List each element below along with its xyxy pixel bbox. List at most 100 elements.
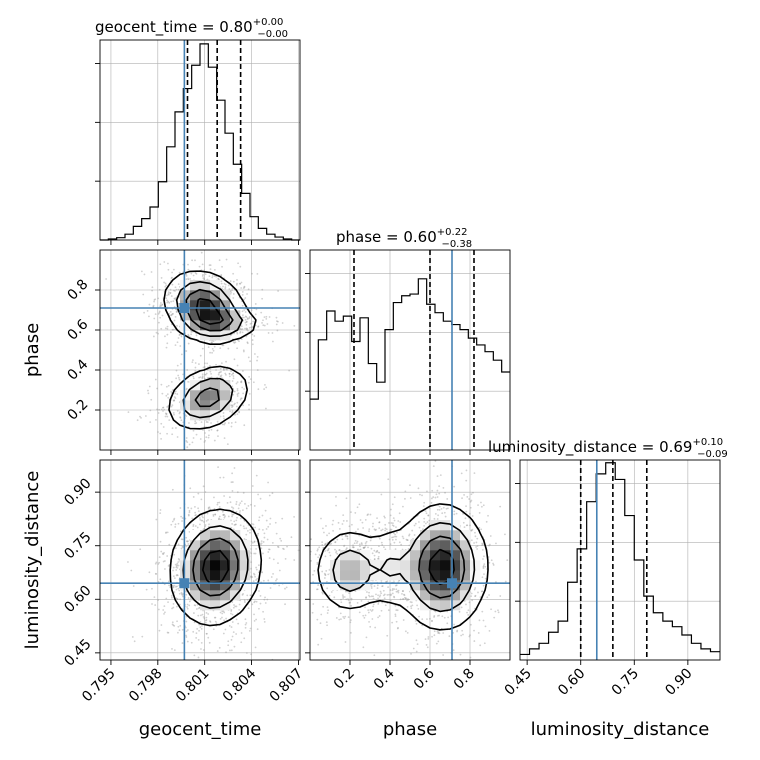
sample-point: [313, 569, 316, 572]
sample-point: [239, 331, 241, 334]
sample-point: [224, 422, 226, 424]
sample-point: [209, 264, 212, 266]
sample-point: [474, 531, 476, 534]
sample-point: [371, 525, 374, 528]
density-cell: [410, 590, 421, 601]
sample-point: [243, 527, 246, 530]
sample-point: [304, 589, 306, 591]
sample-point: [376, 587, 379, 589]
sample-point: [434, 460, 437, 462]
sample-point: [131, 636, 134, 638]
sample-point: [470, 592, 473, 595]
sample-point: [242, 316, 245, 319]
sample-point: [164, 282, 167, 285]
sample-point: [212, 340, 215, 343]
sample-point: [381, 585, 384, 587]
sample-point: [230, 425, 233, 428]
y-tick-label: 0.2: [64, 396, 91, 423]
sample-point: [169, 292, 172, 295]
sample-point: [206, 362, 209, 365]
sample-point: [364, 519, 367, 521]
sample-point: [171, 389, 174, 391]
density-cell: [210, 550, 221, 561]
sample-point: [288, 369, 291, 372]
panel-frame: [99, 39, 301, 241]
sample-point: [220, 280, 223, 283]
sample-point: [230, 612, 232, 615]
density-cell: [430, 560, 441, 571]
sample-point: [157, 297, 160, 300]
sample-point: [362, 646, 365, 649]
sample-point: [471, 515, 474, 517]
sample-point: [233, 604, 235, 606]
sample-point: [260, 542, 263, 545]
sample-point: [247, 381, 250, 384]
sample-point: [251, 343, 254, 346]
sample-point: [169, 331, 172, 334]
sample-point: [208, 641, 211, 644]
sample-point: [252, 580, 255, 582]
sample-point: [261, 322, 263, 324]
density-cell: [190, 560, 201, 571]
sample-point: [348, 592, 350, 595]
sample-point: [275, 323, 278, 326]
sample-point: [324, 550, 327, 552]
sample-point: [171, 427, 174, 430]
sample-point: [381, 601, 384, 604]
sample-point: [404, 490, 407, 493]
density-cell: [230, 530, 241, 541]
sample-point: [451, 666, 453, 668]
sample-point: [184, 626, 187, 629]
sample-point: [428, 519, 431, 522]
sample-point: [269, 517, 272, 520]
sample-point: [311, 611, 314, 614]
sample-point: [394, 584, 397, 587]
sample-point: [415, 650, 418, 653]
density-cell: [420, 530, 431, 541]
sample-point: [317, 584, 320, 586]
sample-point: [318, 546, 321, 549]
density-cell: [360, 580, 371, 591]
sample-point: [246, 598, 249, 601]
density-cell: [210, 330, 221, 341]
sample-point: [233, 520, 236, 523]
y-tick-labels-luminosity-distance: 0.450.600.750.90: [61, 475, 94, 669]
sample-point: [362, 547, 365, 549]
sample-point: [386, 580, 389, 583]
sample-point: [219, 367, 222, 370]
sample-point: [198, 363, 200, 365]
sample-point: [177, 631, 179, 634]
sample-point: [186, 603, 189, 606]
sample-point: [394, 613, 397, 616]
y-tick-label: 0.60: [61, 583, 94, 616]
title-phase: phase = 0.60+0.22 −0.38: [336, 227, 472, 250]
sample-point: [469, 700, 471, 702]
sample-point: [385, 580, 387, 583]
sample-point: [228, 624, 231, 627]
sample-point: [249, 531, 251, 534]
sample-point: [214, 513, 217, 516]
sample-point: [363, 616, 366, 619]
sample-point: [395, 609, 398, 611]
sample-point: [323, 531, 325, 534]
sample-point: [473, 588, 476, 591]
sample-point: [263, 316, 266, 319]
density-cell: [350, 580, 361, 591]
sample-point: [240, 325, 243, 328]
sample-point: [226, 443, 229, 446]
sample-point: [483, 563, 486, 566]
sample-point: [437, 631, 440, 634]
density-cell: [220, 580, 231, 591]
sample-point: [372, 597, 375, 600]
sample-point: [170, 313, 173, 316]
sample-point: [187, 540, 189, 543]
sample-point: [453, 513, 456, 516]
sample-point: [479, 644, 482, 647]
sample-point: [216, 501, 219, 504]
sample-point: [158, 310, 161, 313]
sample-point: [166, 589, 169, 592]
sample-point: [205, 616, 208, 619]
sample-point: [470, 539, 473, 542]
sample-point: [195, 608, 198, 610]
sample-point: [232, 513, 235, 516]
